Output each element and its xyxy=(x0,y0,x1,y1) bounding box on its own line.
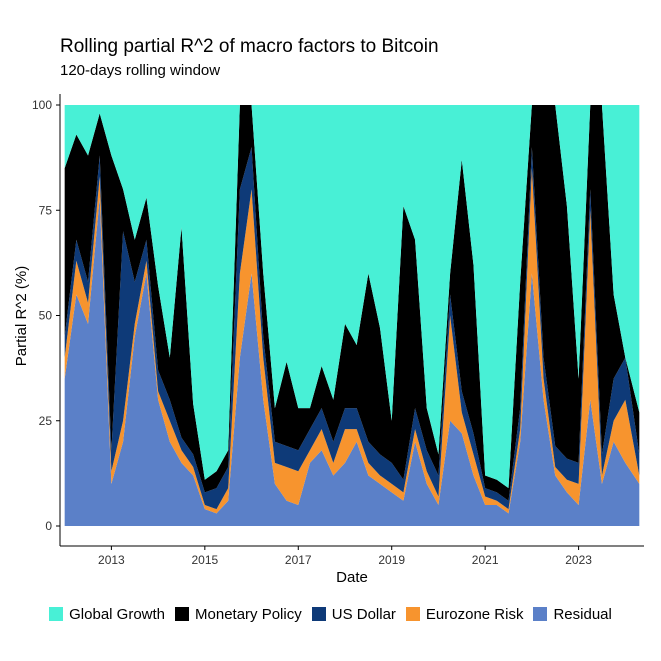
legend-item: Eurozone Risk xyxy=(405,605,524,623)
legend-item: Global Growth xyxy=(49,606,165,623)
legend-swatch xyxy=(49,607,64,621)
x-tick-label: 2013 xyxy=(98,553,125,567)
chart-subtitle: 120-days rolling window xyxy=(60,62,221,79)
area-residual xyxy=(64,197,640,526)
area-monetary-policy xyxy=(64,105,640,501)
area-global-growth xyxy=(64,105,640,489)
x-tick-label: 2021 xyxy=(472,553,499,567)
area-us-dollar xyxy=(64,147,640,510)
legend-swatch xyxy=(311,607,326,621)
x-tick-label: 2017 xyxy=(285,553,312,567)
y-tick-label: 0 xyxy=(45,519,52,533)
y-tick-label: 50 xyxy=(39,309,53,323)
area-layer xyxy=(64,105,640,526)
legend-label: Monetary Policy xyxy=(195,605,302,623)
y-axis-ticks: 0 25 50 75 100 xyxy=(32,98,60,533)
legend-item: Monetary Policy xyxy=(175,606,302,623)
x-tick-label: 2015 xyxy=(191,553,218,567)
legend-item: US Dollar xyxy=(311,605,396,623)
x-tick-label: 2023 xyxy=(565,553,592,567)
legend-label: Residual xyxy=(553,605,612,623)
y-axis-label: Partial R^2 (%) xyxy=(13,266,30,366)
legend-label: Eurozone Risk xyxy=(425,605,524,623)
legend-item: Residual xyxy=(533,605,612,623)
chart-title: Rolling partial R^2 of macro factors to … xyxy=(60,36,439,57)
legend-swatch xyxy=(533,607,548,621)
legend-label: Global Growth xyxy=(69,605,166,623)
legend-label: US Dollar xyxy=(331,605,396,623)
y-tick-label: 75 xyxy=(39,203,53,217)
x-axis-label: Date xyxy=(336,569,368,586)
legend: Global Growth Monetary Policy US Dollar Eur… xyxy=(0,602,661,626)
area-eurozone-risk xyxy=(64,168,640,514)
y-tick-label: 25 xyxy=(39,414,53,428)
y-tick-label: 100 xyxy=(32,98,52,112)
x-axis-ticks: 2013 2015 2017 2019 2021 2023 xyxy=(98,546,592,567)
legend-swatch xyxy=(175,607,190,621)
x-tick-label: 2019 xyxy=(378,553,405,567)
legend-swatch xyxy=(405,607,420,621)
